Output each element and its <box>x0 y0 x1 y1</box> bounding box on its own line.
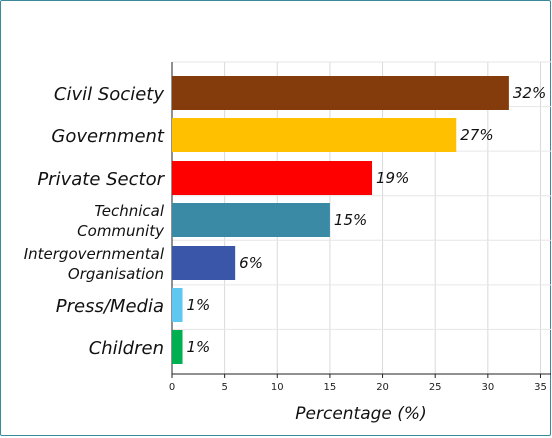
x-tick-label-5: 5 <box>221 382 227 393</box>
category-label-4: Intergovernmental Organisation <box>24 245 165 283</box>
category-label-3-line-0: Technical <box>94 202 164 220</box>
category-label-4-line-0: Intergovernmental <box>24 245 165 263</box>
x-tick-label-20: 20 <box>376 382 389 393</box>
x-tick-label-0: 0 <box>169 382 175 393</box>
bar-value-label-2: 19% <box>376 169 409 187</box>
bar-2 <box>172 161 373 195</box>
bar-5 <box>172 288 183 322</box>
bar-value-label-6: 1% <box>187 338 211 356</box>
category-label-0: Civil Society <box>54 84 164 105</box>
bar-value-label-0: 32% <box>513 84 546 102</box>
x-tick-label-30: 30 <box>481 382 494 393</box>
category-label-3-line-1: Community <box>77 222 165 240</box>
x-axis-label: Percentage (%) <box>295 404 426 424</box>
x-tick-label-35: 35 <box>534 382 547 393</box>
category-label-4-line-1: Organisation <box>68 265 164 283</box>
bar-3 <box>172 203 330 237</box>
category-label-5: Press/Media <box>56 296 164 317</box>
bar-value-label-3: 15% <box>334 211 367 229</box>
x-tick-label-15: 15 <box>324 382 337 393</box>
category-label-2: Private Sector <box>37 169 165 190</box>
x-tick-label-10: 10 <box>271 382 284 393</box>
x-tick-label-25: 25 <box>429 382 442 393</box>
category-label-6: Children <box>89 338 164 359</box>
bar-value-label-4: 6% <box>239 254 263 272</box>
bar-4 <box>172 246 236 280</box>
bar-value-label-1: 27% <box>460 126 493 144</box>
category-label-1: Government <box>51 126 165 147</box>
bar-0 <box>172 76 509 110</box>
bar-1 <box>172 118 457 152</box>
bar-value-label-5: 1% <box>187 296 211 314</box>
category-label-3: Technical Community <box>77 202 165 240</box>
bar-6 <box>172 330 183 364</box>
